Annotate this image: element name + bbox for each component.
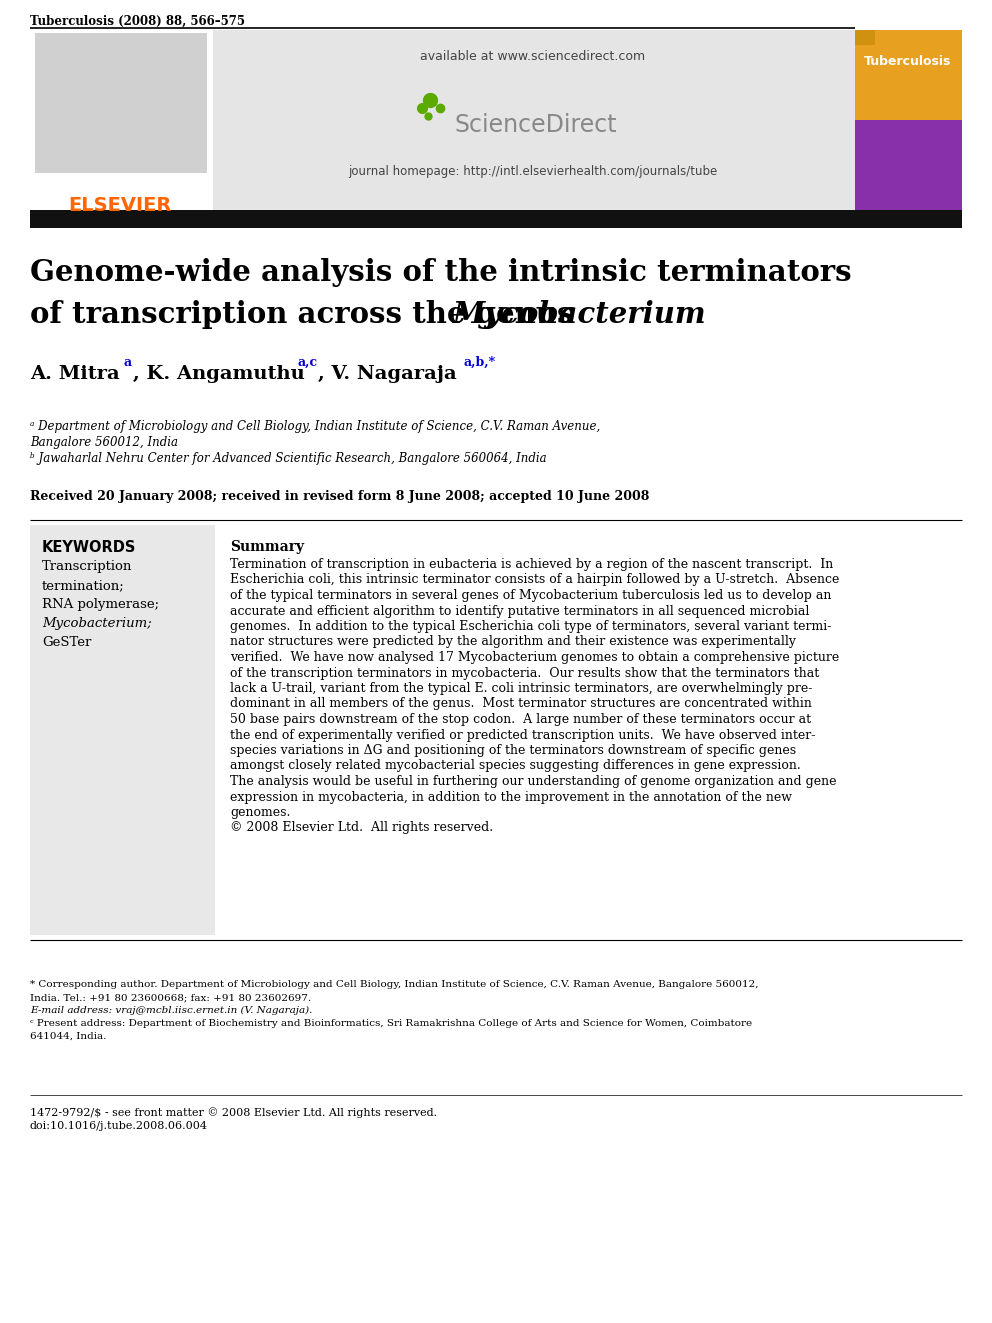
Text: A. Mitra: A. Mitra (30, 365, 120, 382)
Text: 641044, India.: 641044, India. (30, 1032, 106, 1041)
Text: Mycobacterium;: Mycobacterium; (42, 617, 152, 630)
Text: lack a U-trail, variant from the typical E. coli intrinsic terminators, are over: lack a U-trail, variant from the typical… (230, 681, 812, 695)
Text: species variations in ΔG and positioning of the terminators downstream of specif: species variations in ΔG and positioning… (230, 744, 797, 757)
Text: Escherichia coli, this intrinsic terminator consists of a hairpin followed by a : Escherichia coli, this intrinsic termina… (230, 573, 839, 586)
Bar (213, 30, 855, 210)
Text: a,b,*: a,b,* (464, 356, 496, 369)
Text: of transcription across the genus: of transcription across the genus (30, 300, 583, 329)
Text: Summary: Summary (230, 540, 305, 554)
Text: verified.  We have now analysed 17 Mycobacterium genomes to obtain a comprehensi: verified. We have now analysed 17 Mycoba… (230, 651, 839, 664)
Text: RNA polymerase;: RNA polymerase; (42, 598, 159, 611)
Text: ELSEVIER: ELSEVIER (68, 196, 172, 216)
Text: Transcription: Transcription (42, 560, 132, 573)
Text: the end of experimentally verified or predicted transcription units.  We have ob: the end of experimentally verified or pr… (230, 729, 815, 741)
Text: dominant in all members of the genus.  Most terminator structures are concentrat: dominant in all members of the genus. Mo… (230, 697, 811, 710)
Text: ᵇ Jawaharlal Nehru Center for Advanced Scientific Research, Bangalore 560064, In: ᵇ Jawaharlal Nehru Center for Advanced S… (30, 452, 547, 464)
Text: Bangalore 560012, India: Bangalore 560012, India (30, 437, 178, 448)
Bar (30, 30, 213, 210)
Bar (855, 30, 962, 120)
Text: Genome-wide analysis of the intrinsic terminators: Genome-wide analysis of the intrinsic te… (30, 258, 851, 287)
Text: Tuberculosis (2008) 88, 566–575: Tuberculosis (2008) 88, 566–575 (30, 15, 245, 28)
Text: , V. Nagaraja: , V. Nagaraja (318, 365, 456, 382)
Text: expression in mycobacteria, in addition to the improvement in the annotation of : expression in mycobacteria, in addition … (230, 791, 792, 803)
Text: of the typical terminators in several genes of Mycobacterium tuberculosis led us: of the typical terminators in several ge… (230, 589, 831, 602)
Text: genomes.  In addition to the typical Escherichia coli type of terminators, sever: genomes. In addition to the typical Esch… (230, 620, 831, 632)
Bar (855, 30, 875, 45)
Text: Mycobacterium: Mycobacterium (453, 300, 706, 329)
Text: nator structures were predicted by the algorithm and their existence was experim: nator structures were predicted by the a… (230, 635, 796, 648)
Text: © 2008 Elsevier Ltd.  All rights reserved.: © 2008 Elsevier Ltd. All rights reserved… (230, 822, 493, 835)
Text: * Corresponding author. Department of Microbiology and Cell Biology, Indian Inst: * Corresponding author. Department of Mi… (30, 980, 759, 990)
Text: a: a (123, 356, 131, 369)
Text: Tuberculosis: Tuberculosis (864, 56, 951, 67)
Text: 1472-9792/$ - see front matter © 2008 Elsevier Ltd. All rights reserved.: 1472-9792/$ - see front matter © 2008 El… (30, 1107, 437, 1118)
Bar (30, 210, 962, 228)
Text: ScienceDirect: ScienceDirect (455, 112, 618, 138)
Text: 50 base pairs downstream of the stop codon.  A large number of these terminators: 50 base pairs downstream of the stop cod… (230, 713, 811, 726)
Text: available at www.sciencedirect.com: available at www.sciencedirect.com (421, 50, 646, 64)
Text: ᵃ Department of Microbiology and Cell Biology, Indian Institute of Science, C.V.: ᵃ Department of Microbiology and Cell Bi… (30, 419, 600, 433)
Text: E-mail address: vraj@mcbl.iisc.ernet.in (V. Nagaraja).: E-mail address: vraj@mcbl.iisc.ernet.in … (30, 1005, 312, 1015)
Bar (35, 33, 207, 173)
Text: of the transcription terminators in mycobacteria.  Our results show that the ter: of the transcription terminators in myco… (230, 667, 819, 680)
Text: GeSTer: GeSTer (42, 636, 91, 650)
Text: doi:10.1016/j.tube.2008.06.004: doi:10.1016/j.tube.2008.06.004 (30, 1121, 208, 1131)
Text: journal homepage: http://intl.elsevierhealth.com/journals/tube: journal homepage: http://intl.elsevierhe… (348, 165, 717, 179)
Text: amongst closely related mycobacterial species suggesting differences in gene exp: amongst closely related mycobacterial sp… (230, 759, 801, 773)
Text: ᶜ Present address: Department of Biochemistry and Bioinformatics, Sri Ramakrishn: ᶜ Present address: Department of Biochem… (30, 1019, 752, 1028)
Text: KEYWORDS: KEYWORDS (42, 540, 136, 556)
Text: accurate and efficient algorithm to identify putative terminators in all sequenc: accurate and efficient algorithm to iden… (230, 605, 809, 618)
Text: termination;: termination; (42, 579, 125, 591)
Text: a,c: a,c (298, 356, 318, 369)
Text: , K. Angamuthu: , K. Angamuthu (133, 365, 305, 382)
Bar (855, 120, 962, 210)
Text: Received 20 January 2008; received in revised form 8 June 2008; accepted 10 June: Received 20 January 2008; received in re… (30, 490, 650, 503)
Text: Termination of transcription in eubacteria is achieved by a region of the nascen: Termination of transcription in eubacter… (230, 558, 833, 572)
Text: The analysis would be useful in furthering our understanding of genome organizat: The analysis would be useful in furtheri… (230, 775, 836, 789)
Bar (30, 525, 215, 935)
Text: India. Tel.: +91 80 23600668; fax: +91 80 23602697.: India. Tel.: +91 80 23600668; fax: +91 8… (30, 994, 311, 1002)
Text: genomes.: genomes. (230, 806, 291, 819)
